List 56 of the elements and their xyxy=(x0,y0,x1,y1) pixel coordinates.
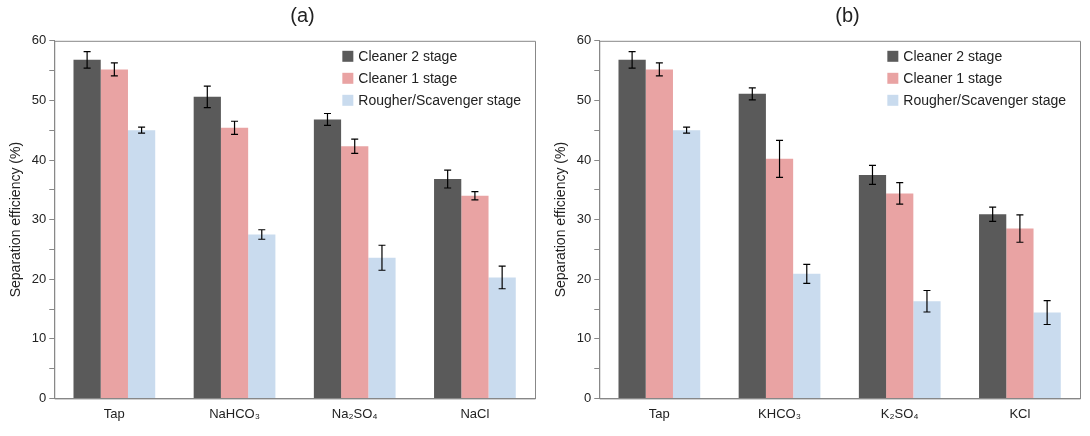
bar xyxy=(886,193,914,398)
bar xyxy=(738,93,766,398)
bar xyxy=(193,96,221,398)
bar xyxy=(248,234,276,398)
bar xyxy=(461,195,489,398)
bar xyxy=(645,69,673,398)
y-tick-label: 60 xyxy=(576,32,592,48)
legend-label: Cleaner 2 stage xyxy=(358,47,458,64)
y-axis-title: Separation efficiency (%) xyxy=(7,141,24,298)
x-tick-label: KHCO₃ xyxy=(758,405,801,421)
bar xyxy=(672,130,701,398)
y-tick-label: 40 xyxy=(31,151,47,167)
legend-label: Cleaner 2 stage xyxy=(903,47,1003,64)
bar xyxy=(858,174,887,398)
x-tick-label: Na₂SO₄ xyxy=(331,405,378,421)
bar xyxy=(1006,228,1034,398)
bar xyxy=(313,119,342,398)
x-tick-label: NaHCO₃ xyxy=(209,405,260,421)
bar xyxy=(618,59,646,398)
bar xyxy=(1033,312,1061,398)
x-tick-label: KCl xyxy=(1009,405,1031,421)
x-tick-label: Tap xyxy=(103,405,125,421)
y-tick-label: 50 xyxy=(31,91,47,107)
y-tick-label: 60 xyxy=(31,32,47,48)
bar xyxy=(341,146,369,398)
y-tick-label: 0 xyxy=(584,389,592,405)
y-tick-label: 20 xyxy=(576,270,592,286)
chart-title: (b) xyxy=(834,4,861,27)
y-tick-label: 10 xyxy=(576,330,592,346)
bar xyxy=(434,179,462,398)
bar xyxy=(913,301,941,398)
chart-title: (a) xyxy=(289,4,316,27)
legend-label: Rougher/Scavenger stage xyxy=(903,91,1067,108)
bar xyxy=(100,69,128,398)
y-tick-label: 0 xyxy=(39,389,47,405)
x-tick-label: NaCl xyxy=(460,405,490,421)
bar xyxy=(220,127,249,398)
bar xyxy=(73,59,101,398)
y-tick-label: 40 xyxy=(576,151,592,167)
y-tick-label: 30 xyxy=(576,211,592,227)
y-tick-label: 20 xyxy=(31,270,47,286)
bar xyxy=(368,257,396,398)
bar xyxy=(793,273,821,398)
bar xyxy=(488,277,516,398)
x-tick-label: K₂SO₄ xyxy=(880,405,919,421)
y-tick-label: 10 xyxy=(31,330,47,346)
bar xyxy=(765,158,794,398)
y-tick-label: 30 xyxy=(31,211,47,227)
x-tick-label: Tap xyxy=(648,405,670,421)
bar xyxy=(127,130,156,398)
legend-label: Cleaner 1 stage xyxy=(903,69,1003,86)
bar xyxy=(979,214,1007,398)
legend-label: Cleaner 1 stage xyxy=(358,69,458,86)
y-axis-title: Separation efficiency (%) xyxy=(552,141,569,298)
legend-label: Rougher/Scavenger stage xyxy=(358,91,522,108)
y-tick-label: 50 xyxy=(576,91,592,107)
